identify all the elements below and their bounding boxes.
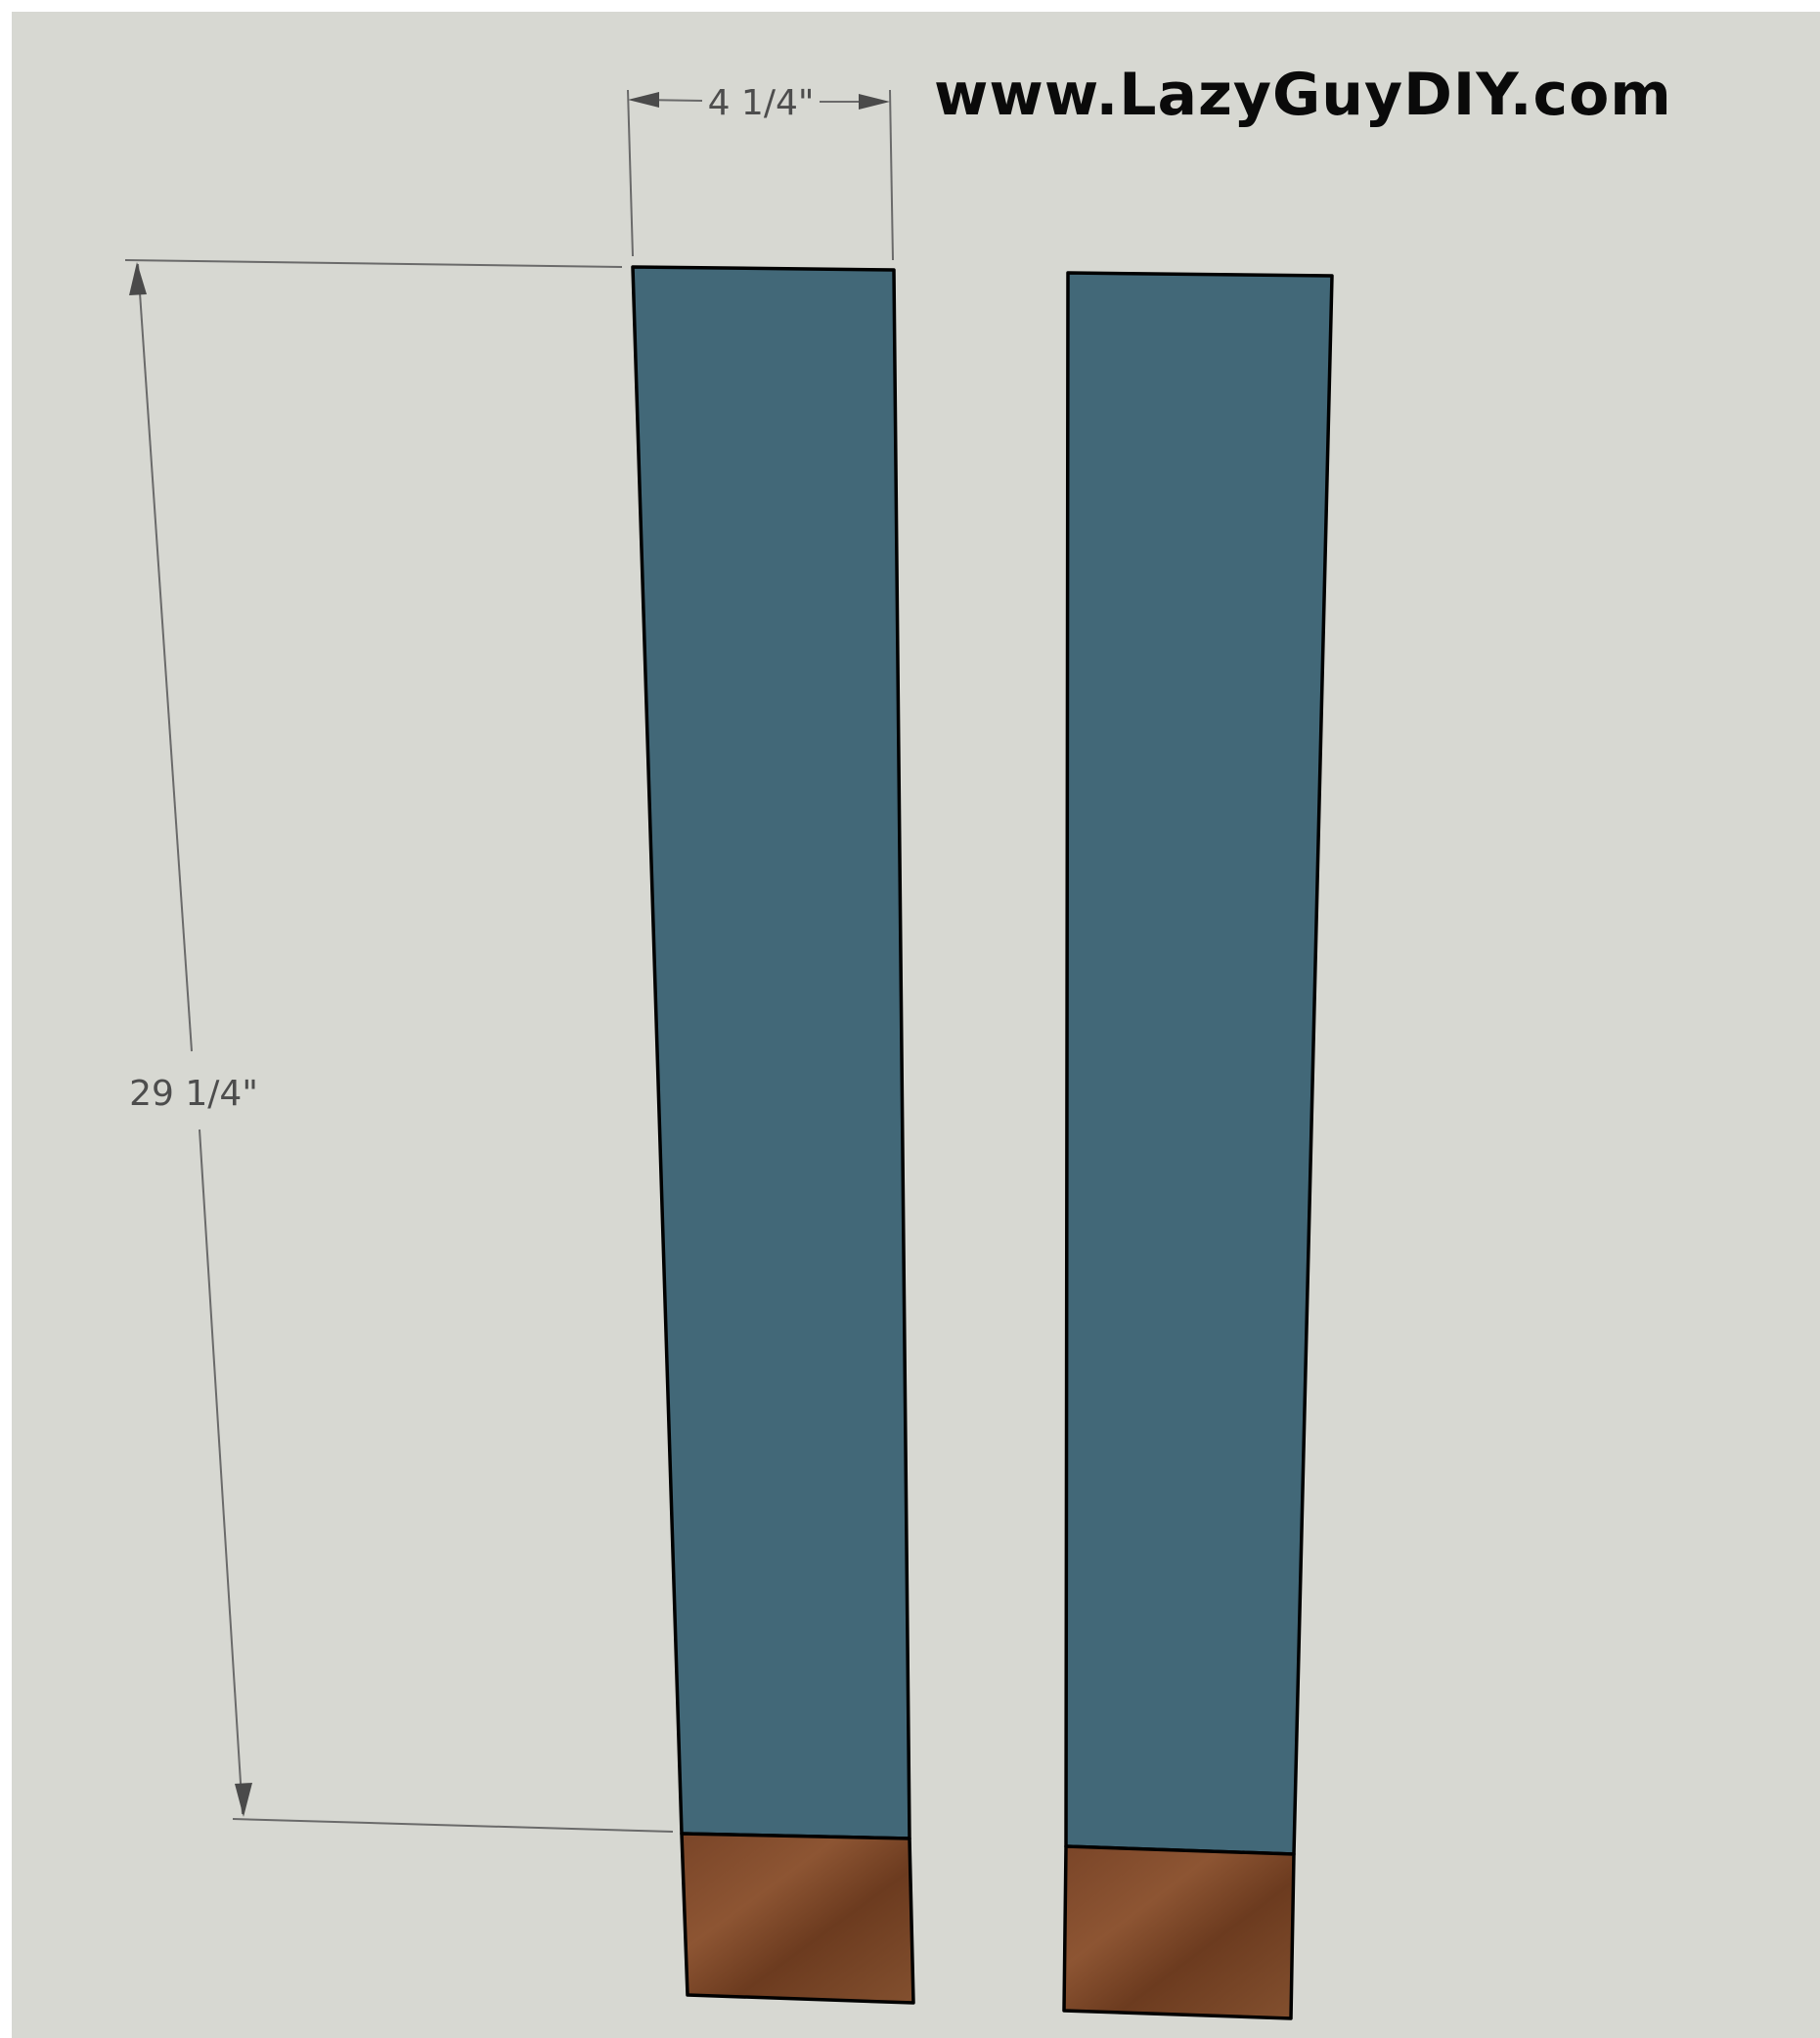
height-extension-line-top — [124, 259, 623, 268]
height-dimension-line-upper — [137, 263, 193, 1052]
width-dimension: 4 1/4" — [627, 83, 894, 261]
height-dimension-label: 29 1/4" — [129, 1074, 258, 1114]
width-extension-line-left — [627, 89, 634, 257]
width-extension-line-right — [889, 89, 894, 261]
left-board-face — [631, 265, 911, 1840]
background — [12, 12, 1820, 2038]
right-board — [1062, 271, 1334, 2020]
left-board — [631, 265, 915, 2005]
width-arrow-right — [859, 94, 890, 110]
height-dimension: 29 1/4" — [124, 259, 674, 1833]
left-board-end-grain — [680, 1832, 915, 2005]
width-arrow-left — [628, 92, 659, 108]
site-watermark: www.LazyGuyDIY.com — [934, 61, 1672, 129]
right-board-end-grain — [1062, 1844, 1296, 2020]
right-board-face — [1064, 271, 1334, 1856]
height-arrow-bottom — [235, 1783, 252, 1817]
width-dimension-label: 4 1/4" — [708, 83, 815, 123]
height-dimension-line-lower — [199, 1129, 244, 1815]
height-arrow-top — [129, 262, 147, 295]
height-extension-line-bottom — [232, 1818, 674, 1833]
